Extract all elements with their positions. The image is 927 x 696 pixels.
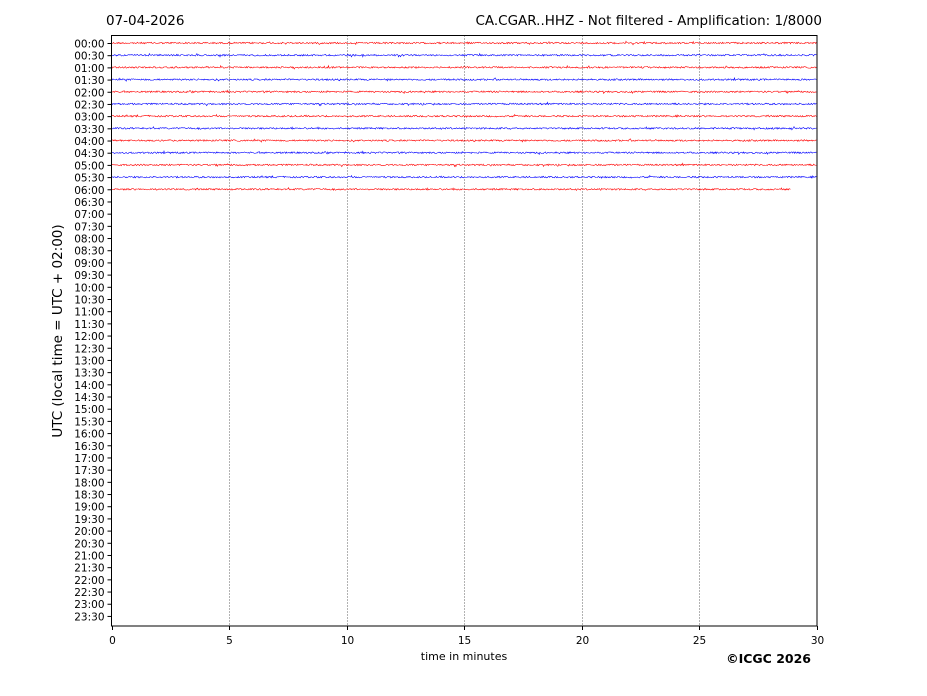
trace-0030 xyxy=(111,52,817,58)
x-tick-label: 20 xyxy=(576,635,589,647)
y-tick-label: 07:00 xyxy=(74,209,104,221)
y-tick-label: 05:30 xyxy=(74,173,104,185)
y-tick-label: 03:00 xyxy=(74,112,104,124)
y-tick-label: 18:00 xyxy=(74,477,104,489)
y-tick-label: 20:30 xyxy=(74,538,104,550)
y-tick-label: 19:30 xyxy=(74,514,104,526)
trace-0230 xyxy=(111,101,817,107)
y-tick-label: 20:00 xyxy=(74,526,104,538)
y-tick-label: 02:30 xyxy=(74,99,104,111)
y-tick-label: 03:30 xyxy=(74,124,104,136)
y-tick-label: 00:00 xyxy=(74,39,104,51)
y-tick-label: 13:00 xyxy=(74,355,104,367)
x-tick-label: 25 xyxy=(693,635,706,647)
y-tick-label: 15:00 xyxy=(74,404,104,416)
y-tick-label: 18:30 xyxy=(74,490,104,502)
y-tick-label: 08:00 xyxy=(74,234,104,246)
y-axis-label: UTC (local time = UTC + 02:00) xyxy=(50,224,66,437)
y-tick-label: 23:30 xyxy=(74,611,104,623)
y-tick-label: 16:30 xyxy=(74,441,104,453)
y-tick-label: 13:30 xyxy=(74,368,104,380)
trace-0000 xyxy=(111,40,817,46)
trace-0200 xyxy=(111,89,817,95)
x-tick-label: 15 xyxy=(458,635,471,647)
trace-0500 xyxy=(111,162,817,168)
trace-0330 xyxy=(111,125,817,131)
copyright: ©ICGC 2026 xyxy=(726,651,811,666)
y-tick-label: 15:30 xyxy=(74,416,104,428)
y-tick-label: 22:30 xyxy=(74,587,104,599)
x-tick-label: 30 xyxy=(811,635,824,647)
y-tick-label: 14:00 xyxy=(74,380,104,392)
x-tick-label: 10 xyxy=(341,635,354,647)
y-tick-label: 01:30 xyxy=(74,75,104,87)
y-tick-label: 08:30 xyxy=(74,246,104,258)
y-tick-label: 14:30 xyxy=(74,392,104,404)
y-tick-label: 10:30 xyxy=(74,294,104,306)
trace-0300 xyxy=(111,113,817,118)
y-tick-label: 12:00 xyxy=(74,331,104,343)
y-tick-label: 21:30 xyxy=(74,563,104,575)
x-tick-label: 0 xyxy=(109,635,116,647)
y-tick-label: 05:00 xyxy=(74,160,104,172)
y-tick-label: 04:00 xyxy=(74,136,104,148)
y-tick-label: 21:00 xyxy=(74,550,104,562)
y-tick-label: 22:00 xyxy=(74,575,104,587)
chart-title: CA.CGAR..HHZ - Not filtered - Amplificat… xyxy=(475,13,822,29)
x-axis-label: time in minutes xyxy=(421,650,508,663)
y-tick-label: 17:00 xyxy=(74,453,104,465)
y-tick-label: 10:00 xyxy=(74,282,104,294)
y-tick-label: 16:00 xyxy=(74,429,104,441)
trace-0100 xyxy=(111,64,817,70)
trace-0600 xyxy=(111,187,791,192)
y-tick-label: 06:30 xyxy=(74,197,104,209)
y-tick-label: 00:30 xyxy=(74,51,104,63)
y-tick-label: 06:00 xyxy=(74,185,104,197)
y-tick-label: 02:00 xyxy=(74,87,104,99)
trace-0400 xyxy=(111,138,817,143)
y-tick-label: 11:00 xyxy=(74,307,104,319)
y-tick-label: 17:30 xyxy=(74,465,104,477)
y-tick-label: 09:30 xyxy=(74,270,104,282)
trace-0530 xyxy=(111,174,817,179)
y-tick-label: 07:30 xyxy=(74,221,104,233)
y-tick-label: 11:30 xyxy=(74,319,104,331)
trace-0130 xyxy=(111,76,817,82)
y-tick-label: 12:30 xyxy=(74,343,104,355)
trace-0430 xyxy=(111,149,817,156)
y-tick-label: 19:00 xyxy=(74,502,104,514)
y-tick-label: 09:00 xyxy=(74,258,104,270)
chart-date: 07-04-2026 xyxy=(106,13,184,29)
y-tick-label: 01:00 xyxy=(74,63,104,75)
y-tick-label: 23:00 xyxy=(74,599,104,611)
x-tick-label: 5 xyxy=(226,635,233,647)
y-tick-label: 04:30 xyxy=(74,148,104,160)
